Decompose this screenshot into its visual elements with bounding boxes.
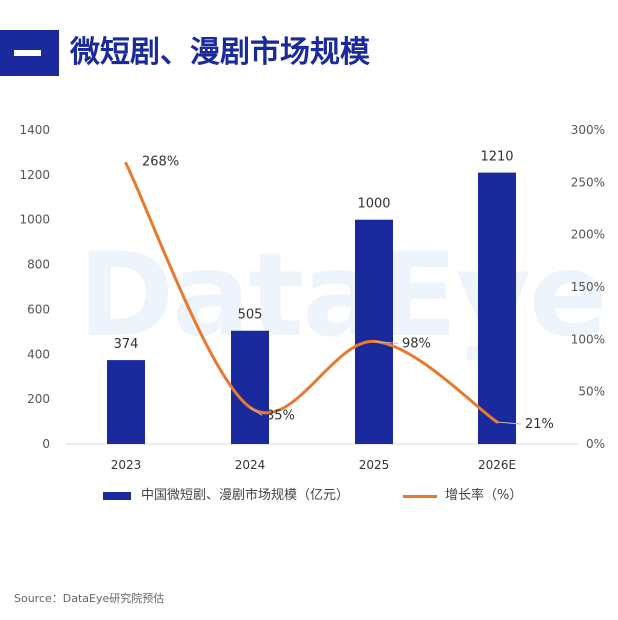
x-tick-label: 2026E [478, 458, 516, 472]
bar-label-2023: 374 [114, 337, 139, 352]
right-axis-ticks: 0% 50% 100% 150% 200% 250% 300% [571, 123, 605, 451]
line-label-leader [249, 406, 263, 416]
line-label-2023: 268% [142, 154, 179, 169]
x-tick-label: 2023 [111, 458, 142, 472]
legend-line-swatch [403, 495, 437, 498]
left-tick-label: 1000 [19, 213, 50, 227]
source-note: Source：DataEye研究院预估 [14, 592, 165, 605]
left-tick-label: 0 [42, 437, 50, 451]
right-tick-label: 150% [571, 280, 605, 294]
line-label-leader [496, 421, 522, 425]
line-data-labels: 268% 35% 98% 21% [142, 154, 554, 432]
right-tick-label: 200% [571, 228, 605, 242]
right-tick-label: 300% [571, 123, 605, 137]
legend-line-label: 增长率（%） [445, 488, 523, 503]
left-tick-label: 200 [27, 392, 50, 406]
left-tick-label: 1400 [19, 123, 50, 137]
line-label-2025: 98% [402, 336, 431, 351]
x-tick-label: 2024 [235, 458, 266, 472]
header-accent-block [0, 30, 59, 76]
legend-bar-swatch [103, 492, 131, 500]
legend-bar-label: 中国微短剧、漫剧市场规模（亿元） [141, 488, 350, 503]
line-label-leader [373, 340, 399, 344]
right-tick-label: 50% [578, 385, 605, 399]
left-tick-label: 1200 [19, 168, 50, 182]
combo-chart: 0 200 400 600 800 1000 1200 1400 0% 50% 100% 150% 2… [19, 123, 605, 472]
right-tick-label: 250% [571, 175, 605, 189]
bar-2025 [355, 219, 393, 444]
left-axis-ticks: 0 200 400 600 800 1000 1200 1400 [19, 123, 50, 451]
right-tick-label: 100% [571, 332, 605, 346]
x-axis-ticks: 2023 2024 2025 2026E [111, 458, 516, 472]
bar-label-2024: 505 [238, 308, 263, 323]
line-series [124, 161, 499, 424]
left-tick-label: 800 [27, 258, 50, 272]
bar-series [107, 172, 516, 444]
bar-label-2026E: 1210 [480, 150, 513, 165]
line-label-2026E: 21% [525, 417, 554, 432]
bar-data-labels: 374 505 1000 1210 [114, 150, 514, 353]
bar-2023 [107, 360, 145, 444]
right-tick-label: 0% [586, 437, 605, 451]
bar-2026E [478, 172, 516, 444]
left-tick-label: 400 [27, 347, 50, 361]
left-tick-label: 600 [27, 302, 50, 316]
page-title: 微短剧、漫剧市场规模 [70, 35, 370, 70]
bar-2024 [231, 330, 269, 444]
header-dash-mark [14, 50, 41, 56]
line-label-2024: 35% [266, 408, 295, 423]
bar-label-2025: 1000 [357, 197, 390, 212]
growth-rate-line [124, 161, 499, 424]
x-tick-label: 2025 [359, 458, 390, 472]
